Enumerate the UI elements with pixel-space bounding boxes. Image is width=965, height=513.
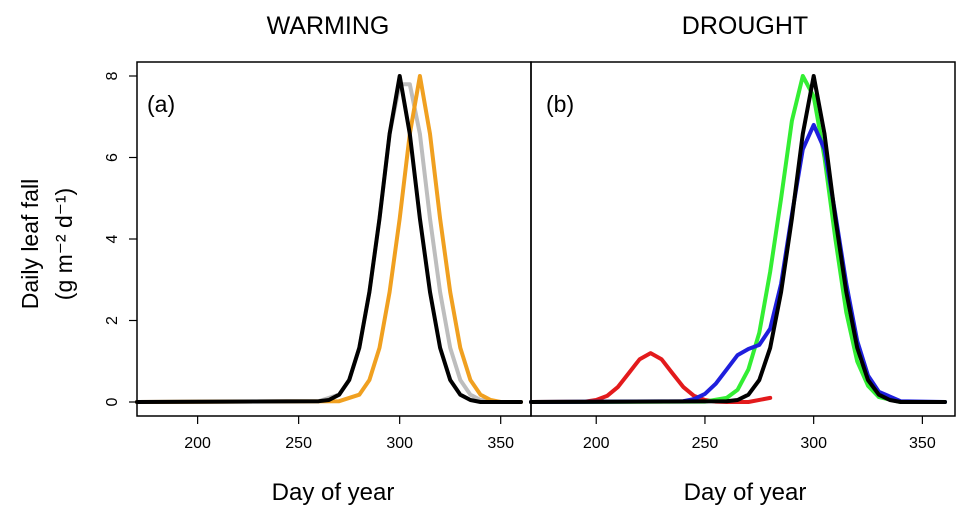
panel-b-series-line-1	[529, 74, 947, 404]
panel-a-y-tick-label-2: 4	[104, 234, 121, 243]
panel-a-x-tick-label-2: 300	[386, 435, 413, 452]
panel-b: (b) 200 250 300 350	[529, 61, 956, 452]
y-axis-label-line2: (g m⁻² d⁻¹)	[51, 188, 77, 300]
panel-a-x-tick-label-3: 350	[487, 435, 514, 452]
panel-b-series-group	[529, 74, 947, 404]
panel-a-y-tick-label-4: 8	[104, 71, 121, 80]
panel-b-x-tick-label-3: 350	[909, 435, 936, 452]
panel-a-series-line-1	[135, 74, 523, 404]
panel-a-x-tick-label-1: 250	[285, 435, 312, 452]
y-axis-label: Daily leaf fall (g m⁻² d⁻¹)	[17, 179, 77, 309]
panel-a-label: (a)	[147, 91, 175, 117]
panel-a-x-axis-label: Day of year	[272, 479, 395, 506]
panel-b-x-tick-label-1: 250	[692, 435, 719, 452]
panel-a-series-line-2	[135, 74, 523, 404]
panel-b-x-axis-label: Day of year	[684, 479, 807, 506]
panel-a-y-ticks: 0 2 4 6 8	[104, 71, 137, 406]
panel-a-series-group	[135, 74, 523, 404]
panel-a: (a) 200 250 300 350 0 2 4 6 8	[104, 61, 532, 452]
panel-b-x-ticks: 200 250 300 350	[583, 416, 936, 452]
panel-a-x-tick-label-0: 200	[184, 435, 211, 452]
panel-b-x-tick-label-0: 200	[583, 435, 610, 452]
panel-b-x-tick-label-2: 300	[800, 435, 827, 452]
panel-b-series-line-3	[529, 74, 947, 404]
panel-b-label: (b)	[546, 91, 574, 117]
panel-b-title: DROUGHT	[682, 12, 808, 40]
panel-a-frame	[136, 61, 532, 417]
panel-a-x-ticks: 200 250 300 350	[184, 416, 514, 452]
panel-b-frame	[530, 61, 956, 417]
panel-a-title: WARMING	[267, 12, 390, 40]
panel-a-y-tick-label-1: 2	[104, 316, 121, 325]
y-axis-label-line1: Daily leaf fall	[17, 179, 43, 309]
panel-a-y-tick-label-0: 0	[104, 397, 121, 406]
panel-b-series-line-2	[529, 122, 947, 404]
panel-a-y-tick-label-3: 6	[104, 153, 121, 162]
